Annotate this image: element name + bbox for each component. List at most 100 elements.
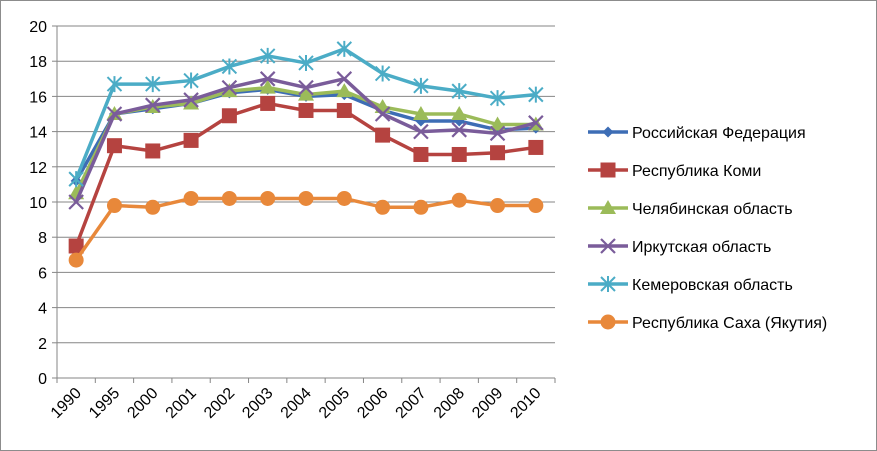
x-tick-label: 2003 <box>239 385 276 422</box>
y-tick-label: 8 <box>38 230 47 247</box>
data-point <box>259 47 276 64</box>
data-point <box>106 198 122 214</box>
data-point <box>298 86 314 101</box>
x-tick-label: 2007 <box>393 385 430 422</box>
data-point <box>221 83 238 98</box>
data-point <box>259 79 276 94</box>
data-point <box>600 238 616 254</box>
x-tick-label: 2005 <box>316 385 353 422</box>
data-point <box>600 314 616 330</box>
legend-item: Республика Коми <box>588 162 761 180</box>
x-tick-label: 2009 <box>469 385 506 422</box>
data-point <box>183 132 199 148</box>
legend-item: Челябинская область <box>588 200 793 218</box>
x-tick-label: 2002 <box>201 385 238 422</box>
legend-label: Российская Федерация <box>632 125 806 142</box>
series-5 <box>68 40 544 188</box>
data-point <box>413 146 429 162</box>
data-point <box>336 190 352 206</box>
y-tick-label: 18 <box>29 54 47 71</box>
data-point <box>413 123 429 140</box>
data-point <box>221 79 238 96</box>
y-tick-label: 4 <box>38 301 47 318</box>
data-point <box>68 194 84 210</box>
legend-item: Российская Федерация <box>588 125 806 142</box>
data-point <box>106 138 122 154</box>
data-point <box>490 198 506 214</box>
legend-label: Кемеровская область <box>632 277 793 294</box>
data-point <box>602 126 614 138</box>
y-tick-label: 10 <box>29 195 47 212</box>
data-point <box>298 102 314 118</box>
data-point <box>259 71 276 87</box>
series-3 <box>68 79 544 200</box>
series-line <box>74 101 537 247</box>
x-tick-label: 2001 <box>163 385 200 422</box>
data-point <box>221 58 238 75</box>
legend-label: Челябинская область <box>632 201 793 218</box>
data-point <box>528 115 544 131</box>
data-point <box>298 54 314 71</box>
data-point <box>145 143 161 159</box>
data-point <box>106 76 123 93</box>
legend-label: Республика Коми <box>632 163 761 180</box>
data-point <box>183 72 199 89</box>
data-point <box>183 92 199 108</box>
data-point <box>600 276 616 292</box>
data-point <box>336 102 352 118</box>
y-tick-label: 20 <box>29 19 47 36</box>
legend-label: Иркутская область <box>632 239 771 256</box>
data-point <box>489 125 506 142</box>
x-tick-label: 2000 <box>124 385 161 422</box>
data-point <box>336 83 353 98</box>
data-point <box>106 106 123 122</box>
data-point <box>221 108 237 124</box>
data-point <box>183 190 199 206</box>
data-point <box>413 77 429 94</box>
series-line <box>74 196 536 262</box>
data-point <box>183 95 200 110</box>
data-point <box>489 90 506 107</box>
series-2 <box>68 95 544 254</box>
y-tick-label: 2 <box>38 336 47 353</box>
data-point <box>336 71 353 87</box>
data-point <box>451 106 468 120</box>
data-point <box>374 106 391 122</box>
series-group <box>68 40 544 268</box>
data-point <box>528 139 544 155</box>
data-point <box>68 252 84 268</box>
data-point <box>600 162 616 178</box>
data-point <box>375 199 391 215</box>
data-point <box>412 106 429 120</box>
series-6 <box>68 190 544 268</box>
x-tick-label: 1995 <box>86 385 123 422</box>
x-tick-label: 2010 <box>507 385 544 422</box>
data-point <box>413 199 429 215</box>
data-point <box>336 40 353 57</box>
data-point <box>68 238 84 254</box>
y-tick-label: 0 <box>38 371 47 388</box>
legend-label: Республика Саха (Якутия) <box>632 315 827 332</box>
y-tick-label: 14 <box>29 125 47 142</box>
data-point <box>451 83 467 100</box>
data-point <box>374 65 391 82</box>
series-4 <box>68 71 544 210</box>
data-point <box>145 76 161 93</box>
data-point <box>145 199 161 215</box>
data-point <box>528 86 544 103</box>
data-point <box>375 127 391 143</box>
data-point <box>221 190 237 206</box>
y-tick-label: 12 <box>29 160 47 177</box>
data-point <box>489 116 506 131</box>
legend: Российская Федерация Республика Коми Челяб… <box>588 125 827 332</box>
x-tick-label: 2006 <box>354 385 391 422</box>
data-point <box>528 198 544 214</box>
legend-item: Республика Саха (Якутия) <box>588 314 827 332</box>
data-point <box>600 200 616 214</box>
x-tick-label: 1990 <box>48 385 85 422</box>
y-tick-label: 6 <box>38 265 47 282</box>
data-point <box>144 97 161 113</box>
